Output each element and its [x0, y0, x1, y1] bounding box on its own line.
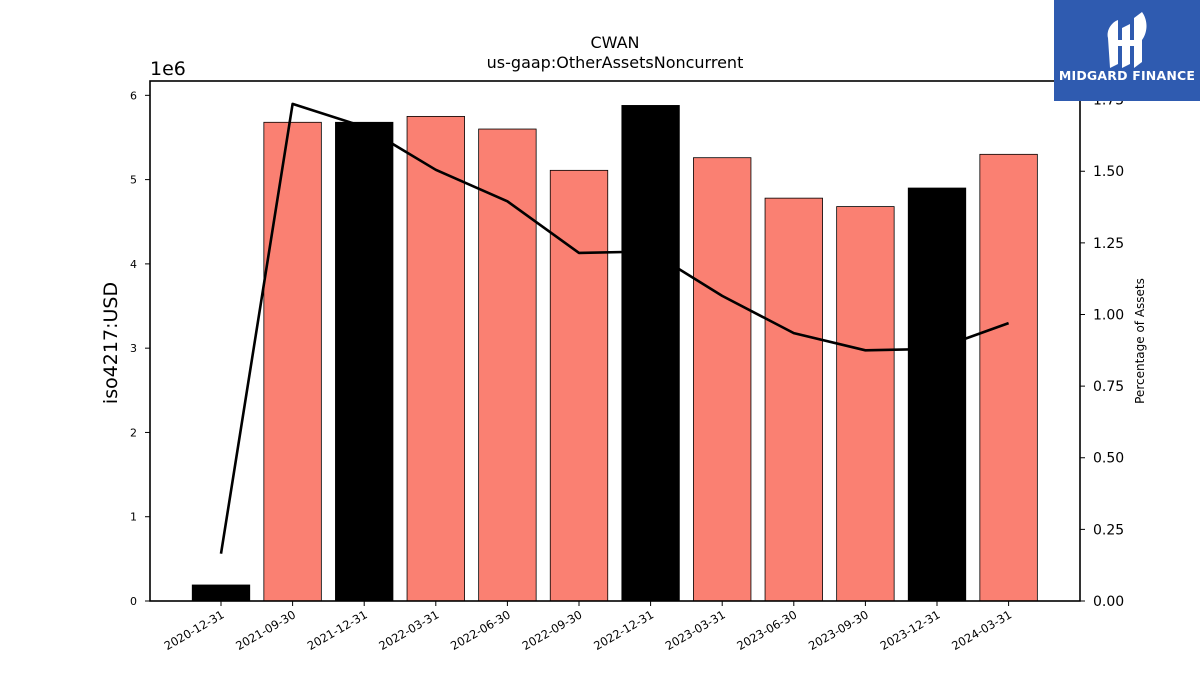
bar-2021-12-31	[335, 121, 394, 602]
y-tick-label: 0	[130, 595, 137, 608]
x-tick-label: 2023-09-30	[806, 607, 871, 653]
y2-tick-label: 0.25	[1093, 522, 1124, 538]
x-tick-label: 2023-06-30	[734, 607, 799, 653]
x-tick-label: 2021-12-31	[305, 607, 370, 653]
x-tick-label: 2023-03-31	[663, 607, 728, 653]
bar-2022-03-31	[406, 115, 465, 602]
bar-2023-06-30	[764, 197, 823, 602]
bar-2022-12-31	[621, 105, 680, 602]
y-tick-label: 3	[130, 342, 137, 355]
bar-2020-12-31	[191, 584, 251, 602]
midgard-logo-icon	[1107, 12, 1147, 68]
y2-tick-label: 0.75	[1093, 379, 1124, 395]
plot-frame	[149, 80, 1081, 602]
y2-tick-label: 1.00	[1093, 307, 1124, 323]
y2-tick-label: 0.00	[1093, 594, 1124, 610]
bar-2022-09-30	[549, 169, 609, 602]
bar-2021-09-30	[263, 121, 322, 602]
y2-tick-label: 0.50	[1093, 451, 1124, 467]
bar-2023-12-31	[907, 187, 967, 602]
y-tick-label: 5	[130, 174, 137, 187]
x-tick-label: 2022-09-30	[520, 607, 585, 653]
x-tick-label: 2022-06-30	[448, 607, 513, 653]
x-tick-label: 2023-12-31	[878, 607, 943, 653]
x-tick-label: 2022-03-31	[376, 607, 441, 653]
x-tick-label: 2020-12-31	[162, 607, 227, 653]
y-axis-scale-label: 1e6	[150, 58, 186, 80]
chart-title: CWAN	[590, 33, 639, 52]
y-axis-label: iso4217:USD	[100, 282, 122, 404]
y-tick-label: 6	[130, 89, 137, 102]
y-tick-label: 2	[130, 426, 137, 439]
x-tick-label: 2024-03-31	[949, 607, 1014, 653]
bar-2024-03-31	[979, 153, 1038, 602]
bar-2023-03-31	[693, 157, 752, 602]
bar-2022-06-30	[478, 128, 537, 602]
line-series-group	[219, 102, 1010, 554]
y2-axis-label: Percentage of Assets	[1133, 278, 1147, 404]
x-tick-label: 2021-09-30	[233, 607, 298, 653]
y2-tick-label: 1.25	[1093, 236, 1124, 252]
brand-logo: MIDGARD FINANCE	[1054, 0, 1200, 101]
bar-2023-09-30	[836, 206, 895, 602]
chart-subtitle: us-gaap:OtherAssetsNoncurrent	[487, 53, 744, 72]
y-tick-label: 1	[130, 511, 137, 524]
x-tick-label: 2022-12-31	[591, 607, 656, 653]
y-tick-label: 4	[130, 258, 137, 271]
bar-group	[191, 105, 1038, 602]
brand-name: MIDGARD FINANCE	[1058, 68, 1196, 83]
percentage-line	[219, 102, 1010, 554]
y2-tick-label: 1.50	[1093, 164, 1124, 180]
